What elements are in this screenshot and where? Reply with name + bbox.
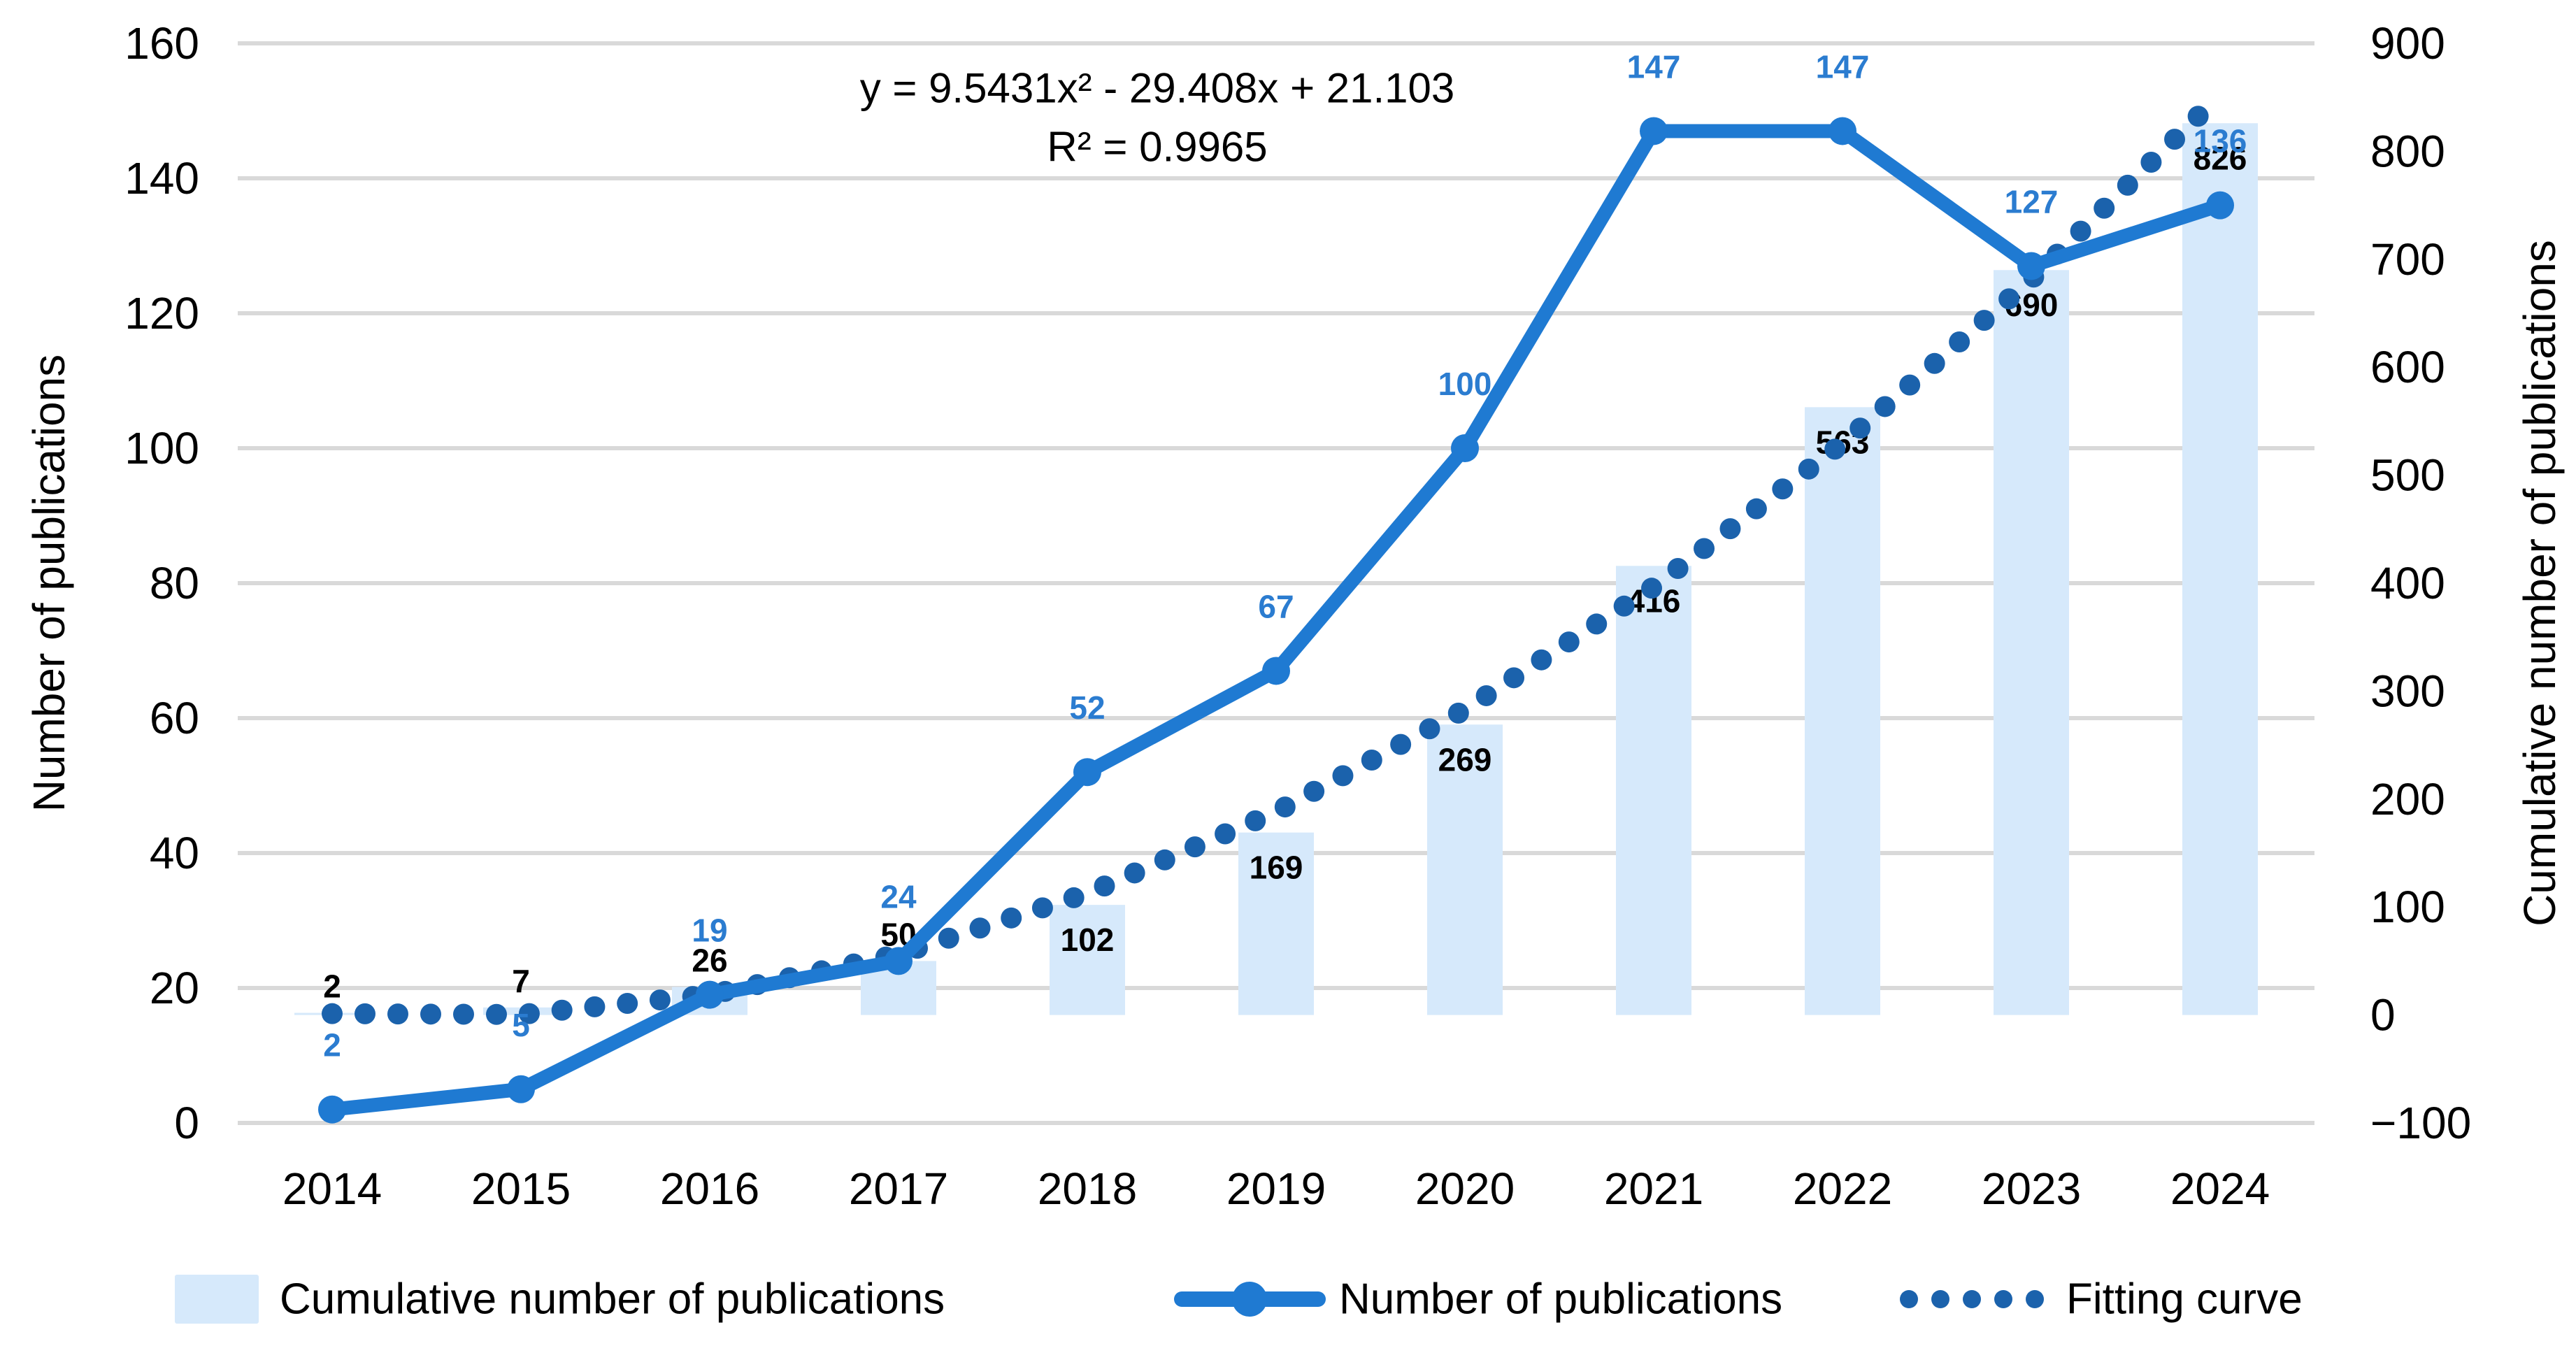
legend-dot-swatch-icon <box>1931 1290 1949 1308</box>
x-axis-year-label: 2015 <box>471 1164 571 1214</box>
legend-label-fitting-curve: Fitting curve <box>2066 1275 2303 1324</box>
right-axis-tick-labels: −100 0 100 200 300 400 500 600 700 800 900 <box>2370 18 2471 1148</box>
line-marker-2021 <box>1640 117 1668 145</box>
legend-label-cumulative: Cumulative number of publications <box>280 1275 945 1324</box>
legend-dot-swatch-icon <box>1994 1290 2012 1308</box>
right-axis-title: Cumulative number of publications <box>2514 240 2565 926</box>
bar-data-label: 169 <box>1250 850 1303 886</box>
right-axis-tick-label: 0 <box>2370 990 2396 1040</box>
line-marker-2015 <box>507 1075 535 1103</box>
bar-2023 <box>1994 270 2069 1015</box>
bar-2024 <box>2182 123 2258 1015</box>
line-data-label: 19 <box>692 912 727 949</box>
line-marker-2022 <box>1829 117 1856 145</box>
legend-item-publications: Number of publications <box>1174 1275 1782 1324</box>
left-axis-tick-label: 40 <box>150 828 199 878</box>
bar-2019 <box>1238 832 1314 1015</box>
right-axis-tick-label: 800 <box>2370 126 2445 176</box>
left-axis-title: Number of publications <box>24 355 74 812</box>
line-marker-2018 <box>1073 758 1101 787</box>
line-marker-2024 <box>2206 191 2234 220</box>
line-data-label: 67 <box>1258 588 1294 624</box>
bar-2022 <box>1805 407 1880 1015</box>
bar-2021 <box>1616 566 1691 1015</box>
left-axis-tick-label: 0 <box>174 1098 199 1148</box>
left-axis-tick-labels: 0 20 40 60 80 100 120 140 160 <box>124 18 199 1148</box>
right-axis-tick-label: 400 <box>2370 558 2445 608</box>
x-axis-year-label: 2022 <box>1793 1164 1892 1214</box>
line-data-label: 5 <box>512 1007 530 1043</box>
line-data-label: 24 <box>880 878 917 915</box>
trendline-equation: y = 9.5431x² - 29.408x + 21.103 <box>860 65 1455 112</box>
right-axis-tick-label: 900 <box>2370 18 2445 69</box>
bar-data-label: 7 <box>512 963 530 999</box>
right-axis-tick-label: 200 <box>2370 774 2445 824</box>
left-axis-tick-label: 60 <box>150 693 199 743</box>
left-axis-tick-label: 80 <box>150 558 199 608</box>
x-axis-year-label: 2021 <box>1604 1164 1703 1214</box>
line-data-labels: 2 5 19 24 52 67 100 147 147 127 136 <box>323 48 2247 1063</box>
x-axis-year-label: 2018 <box>1038 1164 1137 1214</box>
x-axis-year-label: 2017 <box>849 1164 948 1214</box>
bar-series <box>294 123 2258 1015</box>
line-marker-2019 <box>1262 657 1290 685</box>
legend-dot-swatch-icon <box>1900 1290 1918 1308</box>
bar-2018 <box>1050 905 1125 1015</box>
bar-2020 <box>1427 724 1503 1015</box>
bar-data-label: 102 <box>1061 922 1115 958</box>
line-data-label: 2 <box>323 1027 341 1064</box>
line-data-label: 147 <box>1816 48 1870 85</box>
x-axis-year-label: 2023 <box>1982 1164 2081 1214</box>
line-data-label: 136 <box>2194 123 2247 159</box>
x-axis-year-label: 2016 <box>660 1164 759 1214</box>
x-axis-year-label: 2014 <box>282 1164 382 1214</box>
legend-dot-swatch-icon <box>2026 1290 2044 1308</box>
x-axis-year-label: 2020 <box>1415 1164 1515 1214</box>
line-markers <box>318 117 2234 1124</box>
line-marker-2014 <box>318 1095 346 1124</box>
legend-line-marker-icon <box>1232 1282 1267 1317</box>
right-axis-tick-label: 300 <box>2370 666 2445 716</box>
line-marker-2016 <box>696 980 724 1009</box>
trendline-r-squared: R² = 0.9965 <box>1047 124 1267 171</box>
left-axis-tick-label: 120 <box>124 288 199 338</box>
right-axis-tick-label: 100 <box>2370 882 2445 932</box>
left-axis-tick-label: 100 <box>124 423 199 473</box>
bar-data-label: 826 <box>2194 140 2247 176</box>
line-marker-2020 <box>1451 434 1479 462</box>
legend-dot-swatch-icon <box>1963 1290 1981 1308</box>
right-axis-tick-label: 500 <box>2370 450 2445 501</box>
left-axis-tick-label: 20 <box>150 963 199 1013</box>
x-axis-year-label: 2024 <box>2170 1164 2270 1214</box>
bar-data-label: 2 <box>323 968 341 1005</box>
left-axis-tick-label: 140 <box>124 153 199 203</box>
right-axis-tick-label: 600 <box>2370 342 2445 392</box>
line-data-label: 147 <box>1627 48 1681 85</box>
fitting-curve <box>322 84 2231 1025</box>
left-axis-tick-label: 160 <box>124 18 199 69</box>
legend: Cumulative number of publications Number … <box>175 1275 2303 1324</box>
line-data-label: 52 <box>1069 689 1105 726</box>
legend-label-publications: Number of publications <box>1339 1275 1782 1324</box>
line-data-label: 127 <box>2005 183 2059 220</box>
line-marker-2017 <box>885 947 913 975</box>
right-axis-tick-label: −100 <box>2370 1098 2471 1148</box>
legend-item-cumulative: Cumulative number of publications <box>175 1275 945 1324</box>
line-data-label: 100 <box>1438 366 1492 402</box>
legend-bar-swatch-icon <box>175 1275 259 1324</box>
x-axis-year-label: 2019 <box>1226 1164 1326 1214</box>
legend-item-fitting-curve: Fitting curve <box>1900 1275 2303 1324</box>
right-axis-tick-label: 700 <box>2370 234 2445 285</box>
line-marker-2023 <box>2017 252 2045 280</box>
bar-data-label: 269 <box>1438 741 1492 778</box>
x-axis-tick-labels: 2014 2015 2016 2017 2018 2019 2020 2021 2022 2023… <box>282 1164 2270 1214</box>
bar-data-label: 26 <box>692 942 727 978</box>
